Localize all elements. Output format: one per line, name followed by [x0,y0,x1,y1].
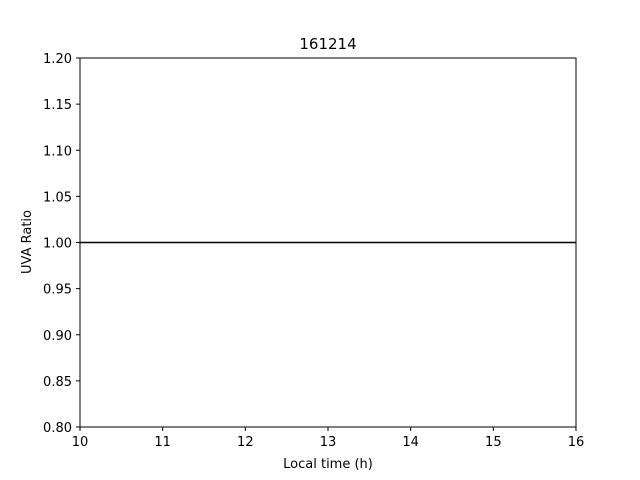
y-tick-label: 1.10 [43,144,72,159]
chart-title: 161214 [299,35,356,53]
y-tick-label: 0.80 [43,421,72,436]
x-tick-label: 15 [485,435,502,450]
y-tick-label: 0.85 [43,375,72,390]
x-tick-label: 12 [237,435,254,450]
x-tick-label: 14 [402,435,419,450]
x-tick-label: 13 [320,435,337,450]
y-axis-label: UVA Ratio [20,210,35,274]
x-tick-label: 10 [72,435,89,450]
y-tick-label: 1.15 [43,98,72,113]
x-tick-label: 16 [568,435,585,450]
y-tick-label: 0.95 [43,283,72,298]
x-axis-label: Local time (h) [283,457,373,472]
x-axis: 10 11 12 13 14 15 16 [72,427,585,450]
y-tick-label: 1.05 [43,190,72,205]
y-tick-label: 0.90 [43,329,72,344]
y-tick-label: 1.20 [43,52,72,67]
plot-area [79,57,577,428]
y-tick-label: 1.00 [43,237,72,252]
x-tick-label: 11 [154,435,171,450]
y-axis: 0.80 0.85 0.90 0.95 1.00 1.05 1.10 1.15 1.20 [43,52,80,436]
